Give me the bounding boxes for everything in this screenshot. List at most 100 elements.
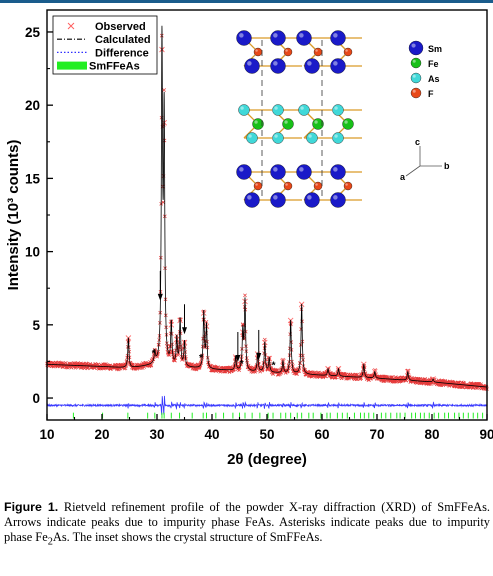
atom-As-1-2-b — [306, 132, 318, 144]
atom-Sm-0-2-b — [304, 58, 320, 74]
atom-Fe-1-1-highlight — [284, 120, 288, 124]
x-axis-label: 2θ (degree) — [227, 451, 307, 468]
atom-As-1-1-b-highlight — [274, 134, 278, 138]
atom-Fe-1-0-highlight — [254, 120, 258, 124]
atom-F-0-3 — [343, 47, 353, 57]
atom-F-2-2-highlight — [315, 183, 318, 186]
atom-F-2-0-highlight — [255, 183, 258, 186]
x-tick-label-0: 10 — [39, 427, 54, 442]
atom-Sm-2-3-t-highlight — [333, 167, 338, 172]
legend-atom-Fe-highlight — [412, 59, 416, 63]
legend-label-2: Difference — [95, 47, 149, 59]
atom-F-2-3 — [343, 181, 353, 191]
atom-Sm-2-1-t-highlight — [273, 167, 278, 172]
atom-F-0-2 — [313, 47, 323, 57]
x-tick-label-6: 70 — [369, 427, 384, 442]
atom-Sm-2-1-b — [270, 192, 286, 208]
atom-Sm-2-3-t — [330, 164, 346, 180]
atom-As-1-2-b-highlight — [308, 134, 312, 138]
x-tick-label-8: 90 — [479, 427, 493, 442]
axis-c-label: c — [415, 137, 420, 147]
atom-Sm-0-2-b-highlight — [307, 61, 312, 66]
legend-atom-Sm — [408, 40, 424, 56]
axis-b-label: b — [444, 161, 450, 171]
atom-Sm-0-3-t-highlight — [333, 33, 338, 38]
atom-Sm-0-3-t — [330, 30, 346, 46]
atom-Sm-2-0-t — [236, 164, 252, 180]
atom-F-2-0 — [253, 181, 263, 191]
y-tick-label-4: 20 — [25, 98, 40, 113]
atom-Sm-0-2-t-highlight — [299, 33, 304, 38]
legend-atom-F-highlight — [412, 89, 416, 93]
xrd-chart: * * * * 10 20 30 40 50 60 70 80 90 0 5 10 15 20 25 2θ (deg… — [5, 9, 493, 468]
atom-Sm-2-2-t-highlight — [299, 167, 304, 172]
atom-Fe-1-1 — [282, 118, 294, 130]
atom-Sm-0-3-b — [330, 58, 346, 74]
atom-As-1-2-t-highlight — [300, 106, 304, 110]
x-tick-label-4: 50 — [259, 427, 274, 442]
atom-F-0-3-highlight — [345, 49, 348, 52]
figure-caption: Figure 1. Rietveld refinement profile of… — [4, 500, 490, 549]
atom-As-1-0-b — [246, 132, 258, 144]
atom-Sm-0-2-t — [296, 30, 312, 46]
legend-symbol-phase — [57, 61, 87, 70]
atom-F-2-1 — [283, 181, 293, 191]
atom-Fe-1-0 — [252, 118, 264, 130]
atom-Sm-2-2-b — [304, 192, 320, 208]
calculated-line — [46, 25, 488, 388]
plot-area: * * * * — [45, 25, 489, 419]
atom-As-1-2-t — [298, 104, 310, 116]
legend-atom-F — [410, 87, 422, 99]
impurity-asterisk-0: * — [152, 349, 156, 360]
legend-atom-label-As: As — [428, 74, 440, 84]
atom-As-1-1-b — [272, 132, 284, 144]
atom-Fe-1-3 — [342, 118, 354, 130]
atom-As-1-3-b — [332, 132, 344, 144]
atom-F-0-2-highlight — [315, 49, 318, 52]
atom-Sm-0-1-t — [270, 30, 286, 46]
axis-a-line — [405, 165, 421, 177]
atom-Sm-0-3-b-highlight — [333, 61, 338, 66]
y-tick-label-5: 25 — [25, 25, 41, 40]
observed-markers — [45, 33, 489, 391]
x-tick-label-3: 40 — [204, 427, 219, 442]
atom-Sm-2-1-t — [270, 164, 286, 180]
impurity-asterisk-2: * — [240, 359, 244, 370]
impurity-arrowhead-2 — [235, 355, 241, 363]
legend-label-1: Calculated — [95, 34, 151, 46]
atom-Sm-2-0-b — [244, 192, 260, 208]
atom-F-2-3-highlight — [345, 183, 348, 186]
y-tick-label-3: 15 — [25, 171, 41, 186]
caption-text: Rietveld refinement profile of the powde… — [4, 500, 490, 544]
crystal-structure-inset: Sm Fe As Fc a b — [236, 30, 450, 208]
legend-label-0: Observed — [95, 21, 146, 33]
atom-Sm-0-0-t-highlight — [239, 33, 244, 38]
legend-atom-As — [410, 72, 422, 84]
atom-Sm-0-1-b-highlight — [273, 61, 278, 66]
atom-As-1-3-t — [332, 104, 344, 116]
caption-text-end: As. The inset shows the crystal structur… — [52, 530, 323, 544]
x-tick-label-1: 20 — [94, 427, 109, 442]
atom-Sm-0-1-t-highlight — [273, 33, 278, 38]
atom-F-2-1-highlight — [285, 183, 288, 186]
difference-line — [46, 395, 488, 415]
x-tick-label-5: 60 — [314, 427, 329, 442]
atom-F-0-1 — [283, 47, 293, 57]
axis-a-label: a — [400, 172, 406, 182]
legend-atom-label-Fe: Fe — [428, 59, 439, 69]
atom-As-1-0-b-highlight — [248, 134, 252, 138]
atom-Fe-1-2-highlight — [314, 120, 318, 124]
atom-Fe-1-2 — [312, 118, 324, 130]
y-axis-label: Intensity (10³ counts) — [5, 140, 22, 291]
atom-Sm-2-3-b — [330, 192, 346, 208]
atom-Sm-2-2-b-highlight — [307, 195, 312, 200]
impurity-asterisk-1: * — [199, 353, 203, 364]
legend-label-3: SmFFeAs — [89, 61, 140, 73]
atom-As-1-0-t-highlight — [240, 106, 244, 110]
caption-subscript: 2 — [47, 536, 53, 548]
top-rule — [0, 0, 493, 3]
atom-As-1-0-t — [238, 104, 250, 116]
atom-Sm-2-1-b-highlight — [273, 195, 278, 200]
atom-As-1-1-t — [272, 104, 284, 116]
